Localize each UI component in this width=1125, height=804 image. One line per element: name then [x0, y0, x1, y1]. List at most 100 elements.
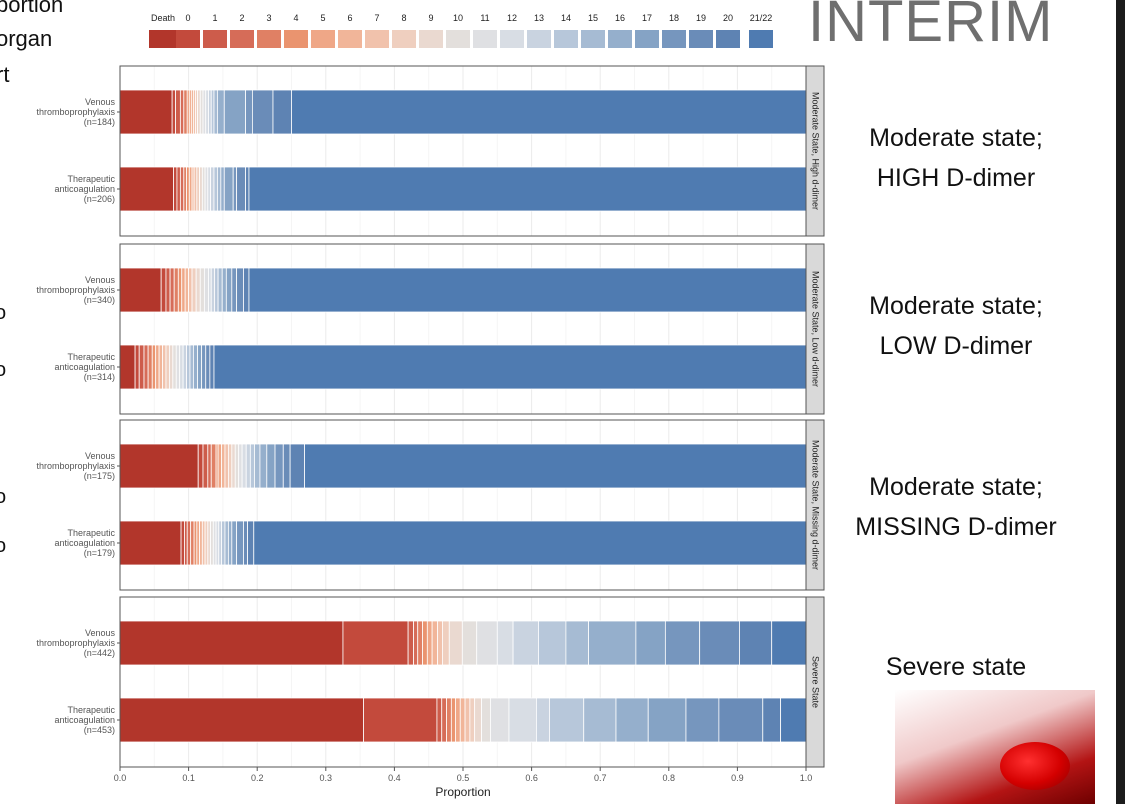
bar-segment [197, 344, 203, 390]
bar-segment [190, 520, 195, 566]
bar-segment [179, 89, 185, 135]
bar-segment [441, 697, 447, 743]
bar-segment [446, 697, 452, 743]
facet-strip [805, 65, 825, 237]
legend-label: 0 [185, 13, 190, 23]
bar-segment [496, 620, 514, 666]
bar-segment [583, 697, 617, 743]
legend-swatch [608, 30, 632, 48]
bar-segment [183, 166, 187, 212]
bar-segment [442, 620, 450, 666]
bar-segment [201, 166, 206, 212]
bar-segment [248, 166, 807, 212]
row-label: (n=184) [84, 117, 115, 127]
bar-segment [224, 520, 229, 566]
row-label: Therapeutic [67, 705, 115, 715]
x-tick-label: 0.1 [182, 773, 195, 783]
slide-edge-bar [1116, 0, 1125, 804]
panel-description-line: HIGH D-dimer [876, 164, 1036, 192]
bar-segment [204, 166, 209, 212]
bar-segment [147, 344, 153, 390]
bar-segment [208, 267, 212, 313]
bar-segment [780, 697, 807, 743]
row-label: (n=340) [84, 295, 115, 305]
bar-segment [196, 520, 200, 566]
bar-segment [119, 89, 173, 135]
bar-segment [231, 520, 238, 566]
bar-segment [193, 520, 198, 566]
legend-label: 19 [696, 13, 706, 23]
legend-swatch [689, 30, 713, 48]
legend-label: 1 [212, 13, 217, 23]
bar-segment [179, 344, 184, 390]
bar-segment [436, 697, 443, 743]
bar-segment [184, 520, 188, 566]
bar-segment [249, 443, 255, 489]
bar-segment [304, 443, 807, 489]
legend-swatch [716, 30, 740, 48]
panel-description-missing: Moderate state; MISSING D-dimer [826, 467, 1086, 547]
bar-segment [699, 620, 740, 666]
x-tick-label: 0.3 [320, 773, 333, 783]
bar-segment [231, 443, 236, 489]
row-label: Venous [85, 628, 116, 638]
bar-segment [224, 443, 229, 489]
legend-swatch [500, 30, 524, 48]
bar-segment [272, 89, 292, 135]
bar-segment [188, 166, 193, 212]
bar-segment [241, 443, 247, 489]
bar-segment [201, 520, 206, 566]
row-label: thromboprophylaxis [36, 461, 115, 471]
bar-segment [739, 620, 773, 666]
bar-segment [417, 620, 423, 666]
bar-segment [464, 697, 471, 743]
row-label: (n=442) [84, 648, 115, 658]
bar-segment [481, 697, 491, 743]
bar-segment [291, 89, 807, 135]
row-label: Venous [85, 97, 116, 107]
bar-segment [188, 267, 193, 313]
bar-segment [238, 443, 243, 489]
bar-segment [186, 520, 192, 566]
legend-label: 13 [534, 13, 544, 23]
x-tick-label: 0.7 [594, 773, 607, 783]
legend-label: 5 [320, 13, 325, 23]
panel-description-line: Severe state [885, 653, 1027, 681]
margin-mark: o [0, 535, 7, 557]
bar-segment [363, 697, 438, 743]
bar-segment [762, 697, 782, 743]
bar-segment [202, 443, 209, 489]
bar-segment [771, 620, 807, 666]
panel-description-line: LOW D-dimer [879, 332, 1033, 360]
bar-segment [175, 89, 181, 135]
bar-segment [407, 620, 415, 666]
facet-strip [805, 596, 825, 768]
legend-swatch [311, 30, 335, 48]
bar-segment [193, 166, 198, 212]
bar-segment [186, 166, 190, 212]
x-tick-label: 0.8 [663, 773, 676, 783]
legend-label: 12 [507, 13, 517, 23]
bar-segment [204, 520, 209, 566]
row-label: thromboprophylaxis [36, 107, 115, 117]
bar-segment [274, 443, 284, 489]
panel-description-low: Moderate state; LOW D-dimer [826, 286, 1086, 366]
bar-segment [223, 166, 234, 212]
bar-segment [134, 344, 140, 390]
bar-segment [426, 620, 433, 666]
bar-segment [196, 166, 200, 212]
bar-segment [213, 89, 218, 135]
row-label: anticoagulation [54, 715, 115, 725]
legend-swatch [230, 30, 254, 48]
bar-segment [173, 166, 178, 212]
row-label: anticoagulation [54, 362, 115, 372]
bar-segment [245, 166, 250, 212]
bar-segment [160, 267, 167, 313]
row-label: anticoagulation [54, 538, 115, 548]
bar-segment [461, 620, 478, 666]
row-label: Therapeutic [67, 352, 115, 362]
legend-swatch [749, 30, 773, 48]
bar-segment [205, 89, 209, 135]
margin-mark: o [0, 302, 7, 324]
bar-segment [538, 620, 567, 666]
